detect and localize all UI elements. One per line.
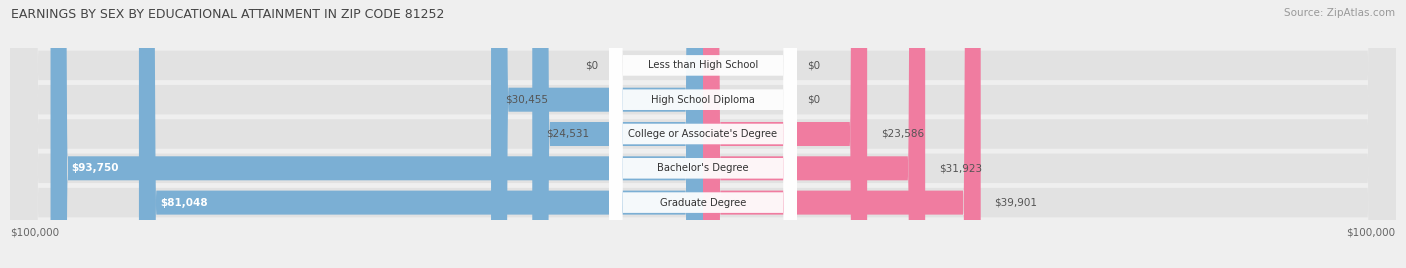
Text: $0: $0 [807,95,821,105]
Text: Source: ZipAtlas.com: Source: ZipAtlas.com [1284,8,1395,18]
FancyBboxPatch shape [533,0,703,268]
Text: EARNINGS BY SEX BY EDUCATIONAL ATTAINMENT IN ZIP CODE 81252: EARNINGS BY SEX BY EDUCATIONAL ATTAINMEN… [11,8,444,21]
FancyBboxPatch shape [491,0,703,268]
FancyBboxPatch shape [703,0,925,268]
Text: $0: $0 [585,60,599,70]
FancyBboxPatch shape [703,0,981,268]
FancyBboxPatch shape [609,0,797,268]
Text: Less than High School: Less than High School [648,60,758,70]
FancyBboxPatch shape [10,0,1396,268]
FancyBboxPatch shape [609,0,797,268]
FancyBboxPatch shape [609,0,797,268]
FancyBboxPatch shape [10,0,1396,268]
FancyBboxPatch shape [139,0,703,268]
Text: $24,531: $24,531 [546,129,589,139]
FancyBboxPatch shape [609,0,797,268]
Text: Bachelor's Degree: Bachelor's Degree [657,163,749,173]
Text: $23,586: $23,586 [882,129,924,139]
FancyBboxPatch shape [10,0,1396,268]
Text: College or Associate's Degree: College or Associate's Degree [628,129,778,139]
Text: Graduate Degree: Graduate Degree [659,198,747,208]
FancyBboxPatch shape [703,0,868,268]
Text: $39,901: $39,901 [994,198,1038,208]
Text: $31,923: $31,923 [939,163,983,173]
FancyBboxPatch shape [609,0,797,268]
FancyBboxPatch shape [10,0,1396,268]
Text: $30,455: $30,455 [505,95,548,105]
Text: High School Diploma: High School Diploma [651,95,755,105]
Text: $93,750: $93,750 [72,163,120,173]
FancyBboxPatch shape [51,0,703,268]
Text: $100,000: $100,000 [1347,227,1396,237]
Text: $100,000: $100,000 [10,227,59,237]
Text: $81,048: $81,048 [160,198,208,208]
FancyBboxPatch shape [10,0,1396,268]
Text: $0: $0 [807,60,821,70]
